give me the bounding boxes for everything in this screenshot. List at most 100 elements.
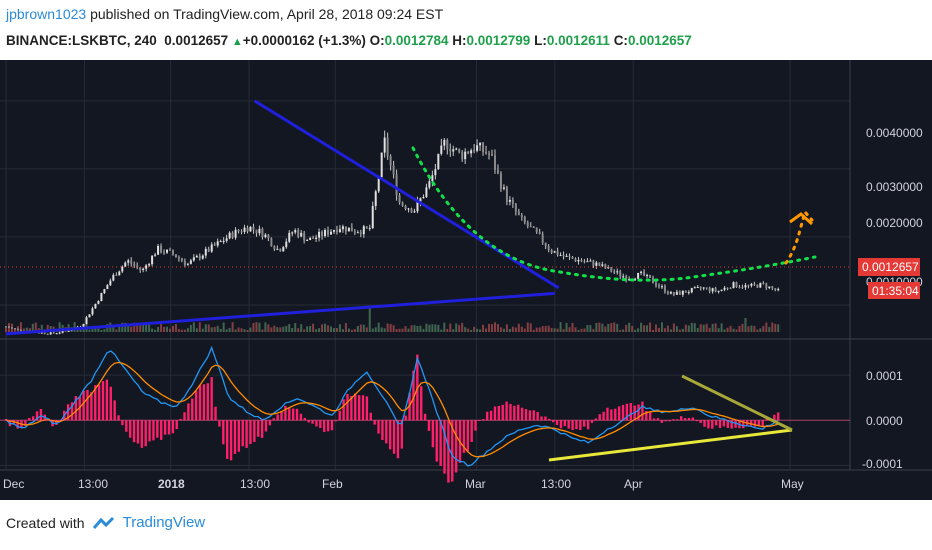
candle-body [404, 205, 407, 210]
volume-bar [270, 327, 273, 332]
volume-bar [255, 322, 258, 332]
volume-bar [529, 323, 532, 332]
candle-body [264, 234, 267, 238]
candle-body [130, 260, 133, 264]
candle-body [55, 333, 58, 335]
support-trendline [5, 291, 555, 336]
macd-line [5, 345, 779, 467]
candle-body [16, 328, 19, 330]
volume-bar [166, 326, 169, 332]
histogram-bar [299, 413, 303, 421]
volume-bar [279, 327, 282, 332]
histogram-bar [241, 420, 244, 447]
candle-body [756, 284, 759, 288]
volume-bar [94, 326, 97, 332]
volume-bar [577, 329, 580, 332]
volume-bar [595, 322, 598, 332]
candle-body [646, 274, 649, 276]
volume-bar [613, 322, 616, 332]
histogram-bar [404, 415, 407, 421]
oscillator-axis[interactable]: 0.0001 0.0000 -0.0001 [862, 369, 903, 471]
volume-bar [777, 324, 780, 332]
author-link[interactable]: jpbrown1023 [6, 6, 87, 22]
histogram-bar [676, 419, 679, 421]
volume-bar [461, 322, 464, 332]
histogram-bar [691, 417, 695, 421]
candle-body [85, 317, 88, 324]
candle-body [139, 267, 142, 270]
volume-bar [359, 324, 362, 332]
volume-bar [649, 322, 652, 332]
histogram-bar [218, 420, 221, 427]
histogram-bar [136, 420, 140, 444]
histogram-bar [575, 420, 578, 430]
volume-bar [738, 325, 741, 332]
volume-bar [747, 326, 750, 332]
candle-body [619, 271, 622, 277]
volume-bar [493, 322, 496, 332]
volume-bar [607, 323, 610, 332]
countdown-label: 01:35:04 [872, 284, 919, 298]
histogram-bar [315, 420, 318, 427]
histogram-bar [323, 420, 326, 432]
candle-body [115, 274, 118, 276]
volume-bar [88, 329, 91, 332]
histogram-bar [451, 420, 454, 482]
volume-bar [407, 328, 410, 332]
volume-bar [693, 323, 696, 332]
volume-bar [189, 324, 192, 332]
candle-body [183, 260, 186, 265]
volume-bar [201, 328, 204, 332]
volume-bar [485, 328, 488, 332]
histogram-bar [140, 420, 144, 448]
volume-bar [91, 328, 94, 332]
histogram-bar [229, 420, 233, 461]
candle-body [329, 231, 332, 235]
volume-bar [705, 323, 708, 332]
volume-bar [210, 327, 213, 332]
histogram-bar [66, 404, 70, 421]
histogram-bar [528, 410, 532, 421]
histogram-bar [722, 420, 726, 427]
price-axis[interactable]: 0.0040000 0.0030000 0.0020000 0.0010000 … [858, 126, 923, 299]
volume-bar [672, 323, 675, 332]
volume-bar [708, 327, 711, 332]
histogram-bar [466, 420, 469, 452]
volume-bar [219, 328, 222, 332]
signal-line [5, 361, 779, 458]
histogram-bar [264, 420, 268, 432]
volume-bar [380, 327, 383, 332]
histogram-bar [257, 420, 260, 437]
candle-body [228, 232, 231, 239]
candle-body [344, 226, 347, 232]
histogram-bar [121, 420, 124, 426]
time-axis[interactable]: Dec 13:00 2018 13:00 Feb Mar 13:00 Apr M… [3, 477, 804, 491]
histogram-bar [567, 420, 570, 429]
candle-body [663, 286, 666, 292]
volume-bar [571, 323, 574, 332]
volume-bar [550, 327, 553, 332]
histogram-bar [113, 400, 116, 421]
price-tick-0.003: 0.0030000 [866, 180, 923, 194]
chart-canvas[interactable]: 0.0040000 0.0030000 0.0020000 0.0010000 … [0, 60, 932, 500]
volume-bar [273, 325, 276, 332]
tradingview-brand-link[interactable]: TradingView [122, 514, 206, 531]
drawings[interactable] [5, 99, 817, 462]
candle-body [192, 257, 195, 261]
volume-bar [601, 323, 604, 332]
close-value: 0.0012657 [627, 33, 692, 48]
histogram-bar [365, 396, 369, 421]
volume-bar [631, 325, 634, 332]
volume-bar [491, 324, 494, 332]
candle-body [204, 248, 207, 256]
candle-body [488, 153, 491, 155]
candle-body [526, 222, 529, 227]
high-value: 0.0012799 [466, 33, 531, 48]
candle-body [100, 293, 103, 302]
volume-bar [130, 326, 133, 332]
candle-body [714, 288, 717, 292]
candle-body [97, 301, 100, 304]
histogram-bar [493, 406, 497, 421]
histogram-bar [233, 420, 237, 455]
volume-bar [186, 328, 189, 332]
